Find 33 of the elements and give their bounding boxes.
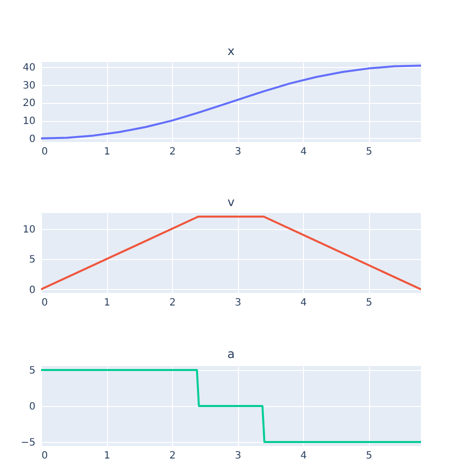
chart-title: v: [227, 195, 235, 209]
y-tick-label: 0: [29, 402, 36, 412]
y-tick-label: 40: [22, 62, 36, 74]
x-tick-label: 1: [104, 298, 110, 308]
x-tick-label: 0: [42, 146, 48, 158]
y-tick-label: 0: [29, 284, 36, 296]
y-tick-label: 10: [22, 116, 36, 128]
y-tick-label: 0: [29, 134, 36, 145]
x-tick-label: 1: [104, 450, 110, 462]
x-tick-label: 2: [169, 298, 176, 308]
x-tick-label: 0: [42, 450, 48, 462]
x-tick-label: 5: [366, 450, 372, 462]
y-tick-label: 5: [29, 365, 36, 376]
chart-title: a: [227, 346, 235, 361]
line-series: [41, 64, 421, 140]
x-tick-label: 3: [234, 146, 242, 158]
y-tick-label: 10: [22, 224, 36, 236]
x-tick-label: 4: [300, 298, 307, 308]
x-tick-label: 0: [42, 298, 48, 308]
x-tick-label: 5: [366, 146, 372, 158]
y-tick-label: 30: [22, 80, 36, 92]
x-tick-label: 3: [234, 298, 242, 308]
x-tick-label: 3: [234, 450, 242, 462]
x-tick-label: 4: [300, 450, 307, 462]
x-tick-label: 2: [169, 146, 176, 158]
x-tick-label: 5: [366, 298, 372, 308]
x-tick-label: 4: [300, 146, 307, 158]
y-tick-label: 20: [22, 98, 36, 110]
x-tick-label: 2: [169, 450, 176, 462]
y-tick-label: −5: [20, 438, 36, 449]
y-tick-label: 5: [29, 254, 36, 266]
chart-title: x: [227, 44, 235, 58]
x-tick-label: 1: [104, 146, 110, 158]
